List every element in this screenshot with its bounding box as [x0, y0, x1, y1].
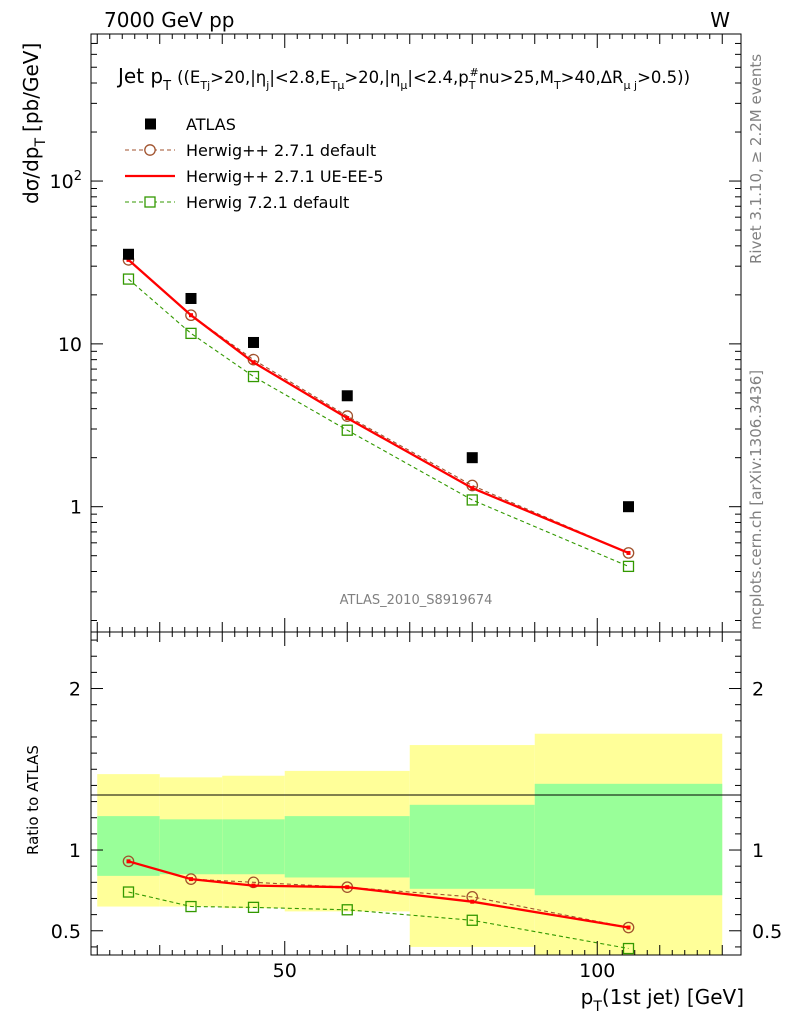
herwig7-default-marker [622, 942, 635, 955]
main-data-layer [122, 248, 635, 573]
analysis-watermark: ATLAS_2010_S8919674 [340, 593, 493, 608]
ratio-y-tick-label-right: 1 [752, 840, 764, 862]
series-line-herwig7-default [128, 891, 629, 950]
herwig7-default-marker [185, 327, 197, 340]
herwig7-default-marker [247, 370, 260, 383]
x-axis-label: pT(1st jet) [GeV] [581, 985, 744, 1015]
series-line-herwigpp-default [128, 860, 629, 929]
main-title: Jet pT ((ETj>20,|ηj|<2.8,ETμ>20,|ημ|<2.4,… [116, 64, 690, 94]
y-tick-label: 1 [70, 497, 82, 519]
rivet-version-label: Rivet 3.1.10, ≥ 2.2M events [747, 54, 765, 264]
ratio-bands [97, 733, 723, 955]
x-tick-label: 100 [579, 960, 615, 982]
legend-label: Herwig++ 2.7.1 UE-EE-5 [186, 167, 384, 186]
series-line-herwig7-default [128, 278, 629, 567]
uncertainty-band-green [159, 819, 223, 875]
ue-ee-5-marker [470, 899, 475, 904]
ue-ee-5-marker [251, 883, 256, 888]
y-tick-label: 102 [50, 169, 82, 193]
herwig7-default-marker [466, 494, 478, 506]
legend-label: Herwig 7.2.1 default [186, 193, 349, 212]
herwigpp-default-marker [185, 309, 197, 322]
y-tick-label: 10 [58, 334, 82, 356]
legend-marker-square [144, 196, 156, 208]
x-tick-label: 50 [273, 960, 297, 982]
herwig7-default-marker [622, 560, 635, 573]
herwig7-default-marker [122, 886, 135, 898]
herwig7-default-marker [341, 424, 353, 436]
legend-label: ATLAS [186, 115, 236, 134]
ue-ee-5-marker [126, 859, 131, 864]
atlas-data-point [248, 336, 259, 348]
ratio-frame [90, 631, 742, 956]
atlas-data-point [341, 390, 353, 402]
ue-ee-5-marker [626, 925, 631, 930]
herwig7-default-marker [122, 273, 135, 285]
series-line-ue-ee-5 [128, 860, 629, 929]
atlas-data-point [466, 452, 478, 464]
ue-ee-5-marker [189, 877, 193, 882]
legend-marker-circle [144, 144, 156, 156]
atlas-data-point [123, 248, 134, 260]
ue-ee-5-marker [626, 550, 631, 555]
main-ylabel: dσ/dpT[pb/GeV] [19, 43, 49, 204]
uncertainty-band-green [222, 819, 285, 875]
ue-ee-5-marker [189, 313, 193, 318]
ratio-data-layer [122, 855, 635, 955]
herwigpp-default-marker [622, 547, 635, 559]
legend-marker-atlas [145, 118, 156, 130]
main-axis-ticks: 1 10 102 [50, 33, 741, 632]
ratio-panel: 0.5 0.5 1 1 2 2 50 100 [51, 631, 782, 982]
ue-ee-5-marker [345, 885, 350, 890]
ratio-y-tick-label: 1 [69, 840, 81, 862]
herwig7-default-marker [341, 904, 353, 916]
herwigpp-default-marker [122, 855, 135, 868]
ratio-y-tick-label-right: 2 [752, 679, 764, 701]
atlas-data-point [623, 501, 634, 513]
ratio-y-tick-label: 0.5 [51, 921, 81, 943]
herwig7-default-marker [185, 900, 197, 913]
ue-ee-5-marker [126, 257, 131, 262]
legend-label: Herwig++ 2.7.1 default [186, 141, 376, 160]
ue-ee-5-marker [251, 360, 256, 365]
ue-ee-5-marker [470, 486, 475, 491]
ue-ee-5-marker [345, 416, 350, 421]
process-label: W [710, 8, 730, 32]
series-line-herwigpp-default [128, 259, 629, 554]
uncertainty-band-green [284, 816, 410, 878]
uncertainty-band-green [409, 804, 535, 889]
mcplots-label: mcplots.cern.ch [arXiv:1306.3436] [747, 370, 765, 630]
series-line-ue-ee-5 [127, 259, 629, 554]
herwig7-default-marker [247, 901, 260, 914]
atlas-data-point [185, 292, 197, 304]
energy-label: 7000 GeV pp [104, 8, 235, 32]
ratio-y-tick-label-right: 0.5 [752, 921, 782, 943]
herwig7-default-marker [466, 914, 478, 926]
uncertainty-band-green [534, 783, 723, 896]
legend: ATLAS Herwig++ 2.7.1 default Herwig++ 2.7.… [125, 115, 384, 212]
ratio-axis-ticks: 0.5 0.5 1 1 2 2 50 100 [51, 632, 782, 982]
ratio-y-tick-label: 2 [69, 679, 81, 701]
ratio-ylabel: Ratio to ATLAS [24, 745, 42, 855]
